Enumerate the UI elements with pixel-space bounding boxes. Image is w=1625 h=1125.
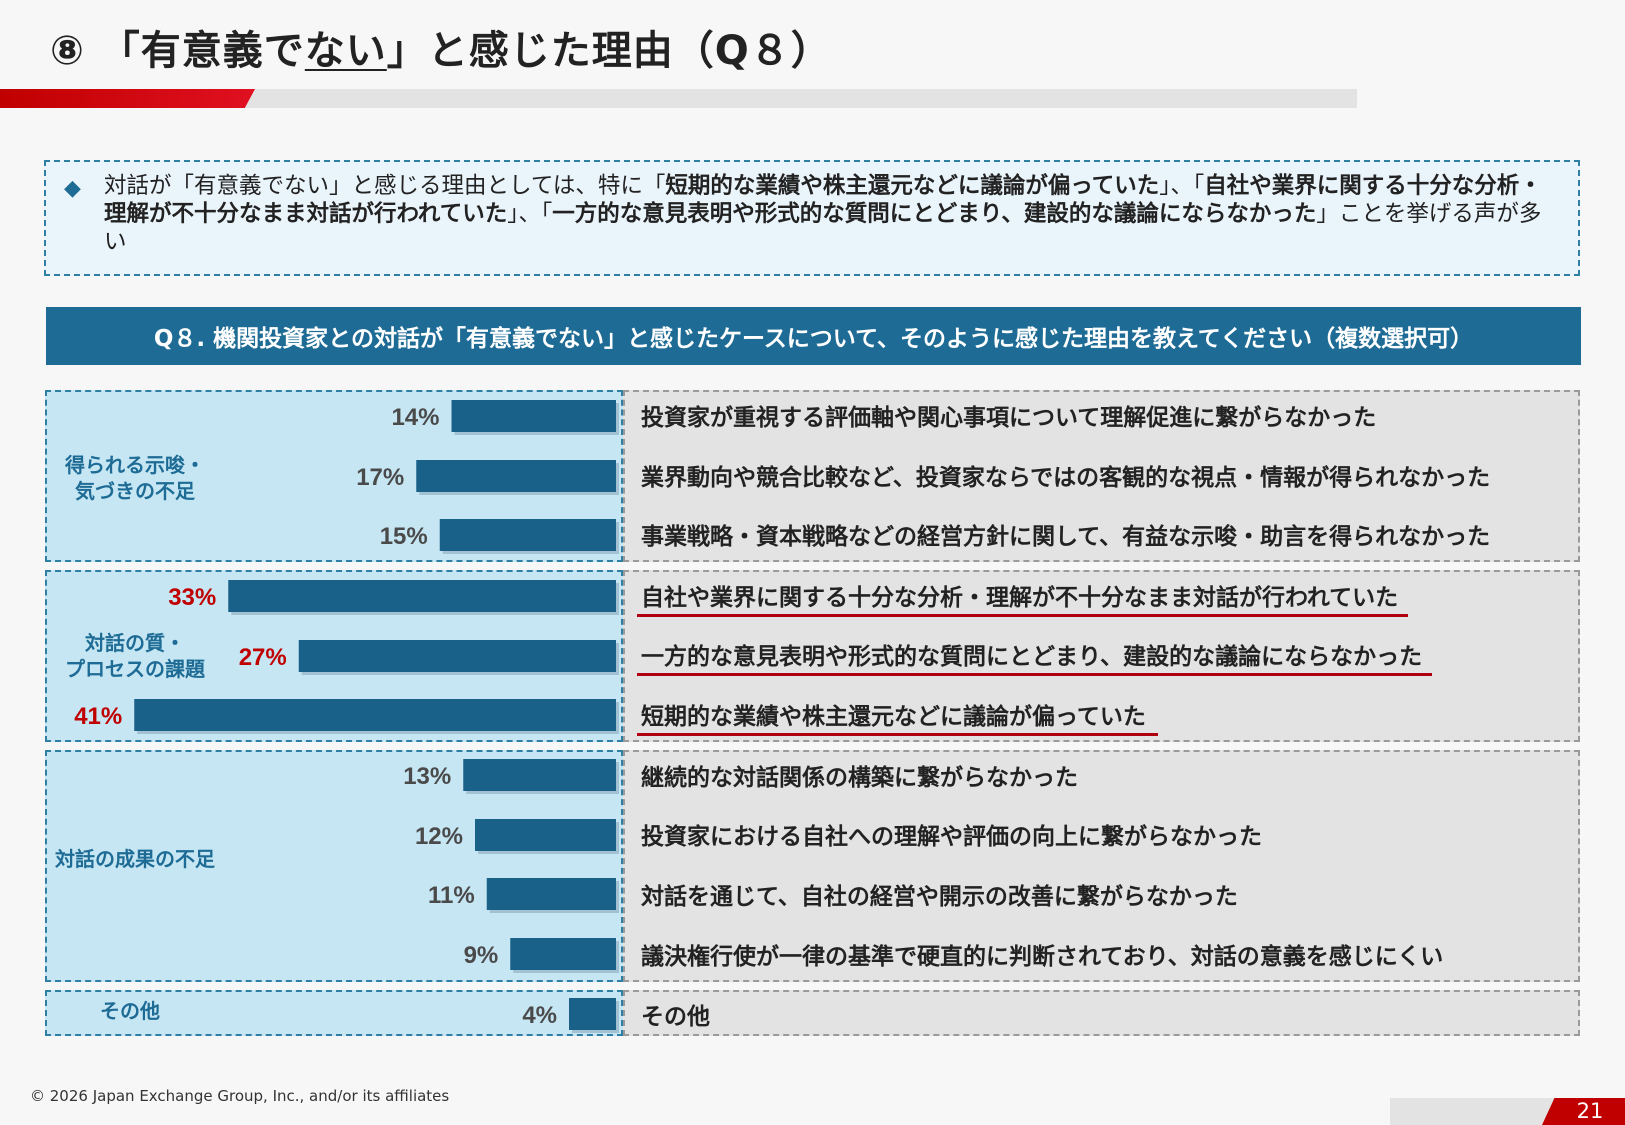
group-label-results: 対話の成果の不足: [55, 847, 215, 871]
reason-text-1: 業界動向や競合比較など、投資家ならではの客観的な視点・情報が得られなかった: [641, 465, 1491, 491]
diamond-bullet-icon: ◆: [64, 176, 81, 201]
group-label-insight: 得られる示唆・ 気づきの不足: [65, 453, 205, 503]
reason-text-5: 短期的な業績や株主還元などに議論が偏っていた: [637, 697, 1158, 736]
reason-text-8: 対話を通じて、自社の経営や開示の改善に繋がらなかった: [641, 884, 1238, 910]
reason-text-3: 自社や業界に関する十分な分析・理解が不十分なまま対話が行われていた: [637, 578, 1409, 617]
group-label-other: その他: [100, 999, 160, 1023]
reason-text-2: 事業戦略・資本戦略などの経営方針に関して、有益な示唆・助言を得られなかった: [641, 524, 1491, 550]
page-number-badge: [1542, 1098, 1625, 1125]
title-accent-bar: [0, 89, 255, 108]
summary-text: 対話が「有意義でない」と感じる理由としては、特に「短期的な業績や株主還元などに議…: [104, 173, 1542, 255]
page-number: 21: [1576, 1099, 1604, 1123]
reason-text-10: その他: [641, 1004, 710, 1030]
reason-text-4: 一方的な意見表明や形式的な質問にとどまり、建設的な議論にならなかった: [637, 637, 1433, 676]
reason-text-7: 投資家における自社への理解や評価の向上に繋がらなかった: [641, 824, 1262, 850]
reason-text-6: 継続的な対話関係の構築に繋がらなかった: [641, 765, 1078, 791]
summary-box: ◆ 対話が「有意義でない」と感じる理由としては、特に「短期的な業績や株主還元など…: [44, 160, 1580, 276]
reasons-box-results: [623, 750, 1580, 982]
page-title: ⑧ 「有意義でない」と感じた理由（Q８）: [50, 28, 832, 74]
copyright-footer: © 2026 Japan Exchange Group, Inc., and/o…: [30, 1087, 450, 1105]
reason-text-0: 投資家が重視する評価軸や関心事項について理解促進に繋がらなかった: [641, 405, 1377, 431]
reasons-box-other: [623, 990, 1580, 1036]
question-header: Q８. 機関投資家との対話が「有意義でない」と感じたケースについて、そのように感…: [46, 307, 1581, 365]
group-box-other: [45, 990, 623, 1036]
group-label-process: 対話の質・ プロセスの課題: [65, 631, 205, 681]
title-divider: [0, 89, 1357, 108]
reason-text-9: 議決権行使が一律の基準で硬直的に判断されており、対話の意義を感じにくい: [641, 944, 1444, 970]
reasons-box-process: [623, 570, 1580, 742]
reasons-box-insight: [623, 390, 1580, 562]
